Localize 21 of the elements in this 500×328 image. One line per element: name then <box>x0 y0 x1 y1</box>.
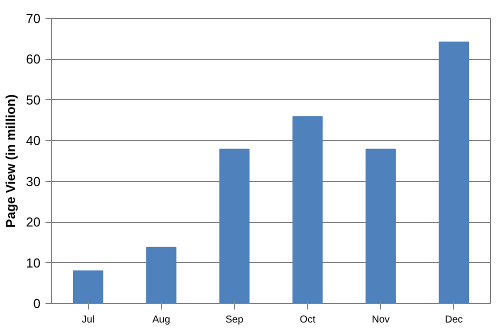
bar <box>438 42 470 304</box>
y-axis-title: Page View (in million) <box>3 94 18 228</box>
y-tick-label: 30 <box>26 174 41 189</box>
bar <box>292 116 323 304</box>
x-tick-label: Jul <box>82 314 94 326</box>
y-tick-label: 60 <box>26 52 41 67</box>
y-tick-label: 0 <box>33 296 41 311</box>
bar <box>146 246 176 304</box>
bar <box>366 148 396 304</box>
x-tick-label: Nov <box>372 314 390 326</box>
y-tick-label: 20 <box>26 214 41 230</box>
y-tick-label: 70 <box>26 11 41 26</box>
bar <box>219 148 250 304</box>
x-tick-label: Oct <box>300 314 316 326</box>
x-tick-label: Dec <box>445 314 463 326</box>
x-tick-label: Aug <box>152 314 170 326</box>
x-tick-label: Sep <box>226 314 244 326</box>
y-tick-label: 50 <box>26 92 41 108</box>
y-tick-label: 10 <box>26 255 41 270</box>
y-tick-label: 40 <box>26 133 41 148</box>
bar <box>72 270 104 304</box>
